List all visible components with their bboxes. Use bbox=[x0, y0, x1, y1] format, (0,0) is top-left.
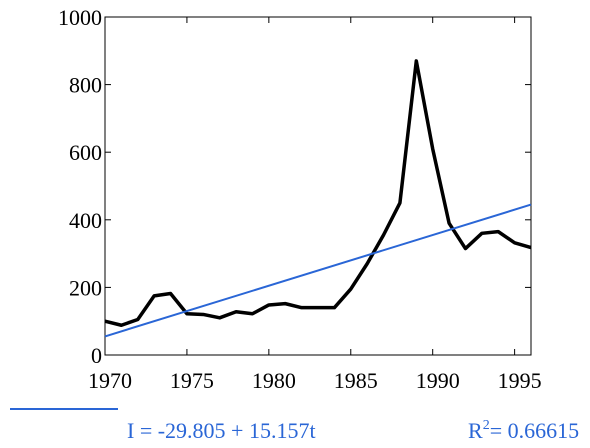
x-tick-label: 1980 bbox=[252, 368, 296, 393]
y-tick-label: 400 bbox=[69, 208, 102, 233]
x-tick-label: 1995 bbox=[498, 368, 542, 393]
r-squared: R2= 0.66615 bbox=[468, 418, 579, 443]
y-tick-label: 200 bbox=[69, 275, 102, 300]
x-tick-label: 1970 bbox=[88, 368, 132, 393]
r-exponent: 2 bbox=[483, 418, 490, 433]
y-tick-label: 800 bbox=[69, 73, 102, 98]
r-value: = 0.66615 bbox=[490, 418, 579, 443]
legend-label: I = -29.805 + 15.157t bbox=[127, 418, 316, 443]
x-tick-label: 1975 bbox=[170, 368, 214, 393]
trend-line bbox=[104, 203, 532, 338]
y-tick-label: 600 bbox=[69, 140, 102, 165]
x-tick-label: 1985 bbox=[334, 368, 378, 393]
r-symbol: R bbox=[468, 418, 483, 443]
y-tick-label: 0 bbox=[91, 343, 102, 368]
data-line bbox=[104, 59, 532, 328]
plot-frame bbox=[104, 16, 532, 356]
x-tick-label: 1990 bbox=[416, 368, 460, 393]
y-tick-label: 1000 bbox=[58, 5, 102, 30]
